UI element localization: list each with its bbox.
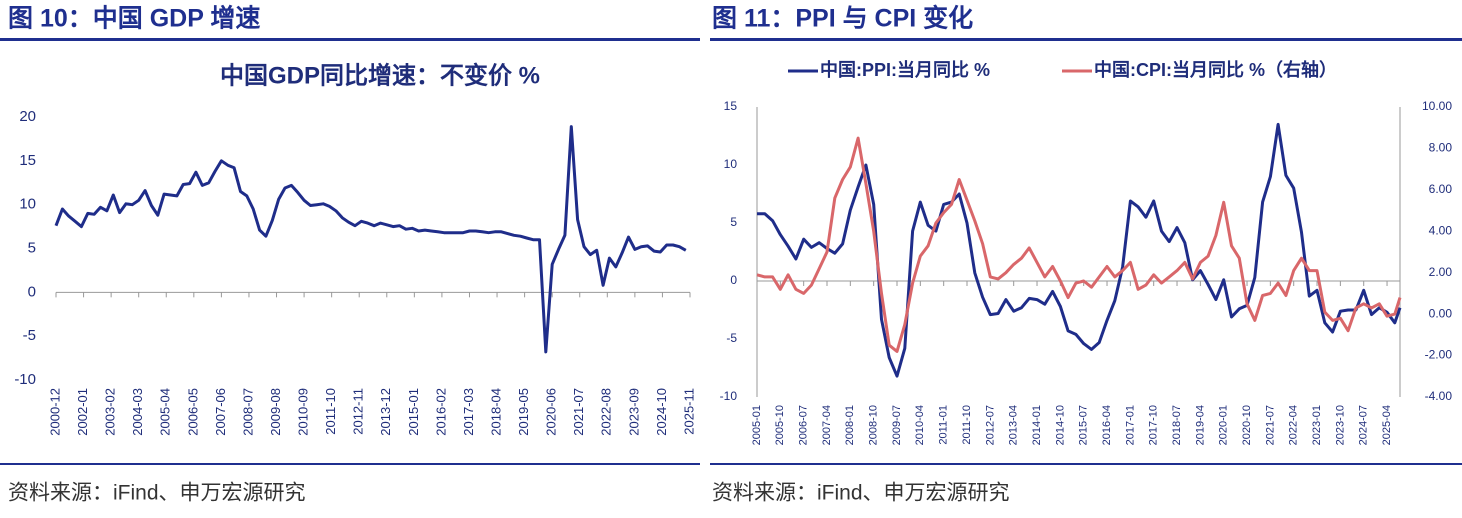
x-tick-label: 2013-12 bbox=[378, 388, 393, 436]
legend-label: 中国:CPI:当月同比 %（右轴） bbox=[1094, 59, 1337, 80]
y-tick-label: 0 bbox=[28, 283, 36, 300]
y-tick-label: 5 bbox=[28, 239, 36, 256]
x-tick-label: 2000-12 bbox=[47, 388, 62, 436]
x-tick-label: 2023-01 bbox=[1311, 405, 1323, 445]
figure-title: 图 11：PPI 与 CPI 变化 bbox=[712, 4, 973, 33]
x-tick-label: 2009-07 bbox=[891, 405, 903, 445]
x-tick-label: 2018-07 bbox=[1171, 405, 1183, 445]
x-tick-label: 2023-09 bbox=[626, 388, 641, 436]
x-tick-label: 2019-05 bbox=[516, 388, 531, 436]
x-tick-label: 2011-01 bbox=[938, 405, 950, 445]
y-tick-label: 20 bbox=[19, 108, 36, 125]
x-tick-label: 2022-08 bbox=[599, 388, 614, 436]
x-tick-label: 2021-07 bbox=[571, 388, 586, 436]
x-tick-label: 2020-01 bbox=[1218, 405, 1230, 445]
x-tick-label: 2011-10 bbox=[323, 388, 338, 435]
rule bbox=[710, 38, 1462, 41]
figure-title: 图 10：中国 GDP 增速 bbox=[8, 4, 260, 33]
x-tick-label: 2014-01 bbox=[1031, 405, 1043, 445]
y-tick-label: -5 bbox=[726, 331, 737, 345]
x-tick-label: 2019-04 bbox=[1194, 405, 1206, 445]
legend-label: 中国:PPI:当月同比 % bbox=[820, 59, 990, 80]
y2-tick-label: 8.00 bbox=[1429, 141, 1453, 155]
x-tick-label: 2005-01 bbox=[751, 405, 763, 445]
source: 资料来源：iFind、申万宏源研究 bbox=[712, 482, 1010, 505]
x-tick-label: 2017-10 bbox=[1148, 405, 1160, 445]
x-tick-label: 2020-06 bbox=[544, 388, 559, 436]
x-tick-label: 2015-07 bbox=[1078, 405, 1090, 445]
chart-title: 中国GDP同比增速：不变价 % bbox=[220, 61, 540, 89]
x-tick-label: 2016-02 bbox=[433, 388, 448, 436]
x-tick-label: 2021-07 bbox=[1264, 405, 1276, 445]
rule bbox=[710, 463, 1462, 465]
x-tick-label: 2005-10 bbox=[774, 405, 786, 445]
y2-tick-label: 2.00 bbox=[1429, 265, 1453, 279]
x-tick-label: 2007-06 bbox=[213, 388, 228, 436]
x-tick-label: 2022-04 bbox=[1288, 405, 1300, 445]
y2-tick-label: -4.00 bbox=[1425, 389, 1453, 403]
x-tick-label: 2002-01 bbox=[75, 388, 90, 436]
x-tick-label: 2008-07 bbox=[240, 388, 255, 436]
x-tick-label: 2017-01 bbox=[1124, 405, 1136, 445]
y-tick-label: -5 bbox=[23, 327, 36, 344]
x-tick-label: 2008-10 bbox=[868, 405, 880, 445]
x-tick-label: 2006-05 bbox=[185, 388, 200, 436]
x-tick-label: 2007-04 bbox=[821, 405, 833, 445]
data-line bbox=[756, 136, 1402, 353]
x-tick-label: 2025-11 bbox=[681, 388, 696, 435]
x-tick-label: 2011-10 bbox=[961, 405, 973, 445]
y-tick-label: 10 bbox=[724, 157, 738, 171]
y-tick-label: 15 bbox=[724, 99, 738, 113]
y2-tick-label: 4.00 bbox=[1429, 223, 1453, 237]
x-tick-label: 2012-07 bbox=[984, 405, 996, 445]
x-tick-label: 2017-03 bbox=[461, 388, 476, 436]
y-tick-label: 15 bbox=[19, 152, 36, 169]
x-tick-label: 2024-10 bbox=[654, 388, 669, 436]
x-tick-label: 2010-04 bbox=[914, 405, 926, 445]
x-tick-label: 2024-07 bbox=[1358, 405, 1370, 445]
x-tick-label: 2008-01 bbox=[844, 405, 856, 445]
source: 资料来源：iFind、申万宏源研究 bbox=[8, 482, 306, 505]
rule bbox=[0, 38, 700, 41]
x-tick-label: 2016-04 bbox=[1101, 405, 1113, 445]
y-tick-label: -10 bbox=[14, 371, 36, 388]
y2-tick-label: 10.00 bbox=[1422, 99, 1452, 113]
x-tick-label: 2018-04 bbox=[488, 388, 503, 436]
y-tick-label: 10 bbox=[19, 196, 36, 213]
x-tick-label: 2020-10 bbox=[1241, 405, 1253, 445]
x-tick-label: 2004-03 bbox=[130, 388, 145, 436]
y2-tick-label: 6.00 bbox=[1429, 182, 1453, 196]
x-tick-label: 2012-11 bbox=[351, 388, 366, 435]
x-tick-label: 2006-07 bbox=[798, 405, 810, 445]
y2-tick-label: 0.00 bbox=[1429, 306, 1453, 320]
x-tick-label: 2005-04 bbox=[158, 388, 173, 436]
y-tick-label: 5 bbox=[730, 215, 737, 229]
x-tick-label: 2003-02 bbox=[103, 388, 118, 436]
x-tick-label: 2025-04 bbox=[1381, 405, 1393, 445]
data-line bbox=[757, 122, 1402, 378]
y-tick-label: -10 bbox=[720, 389, 738, 403]
x-tick-label: 2015-01 bbox=[406, 388, 421, 436]
x-tick-label: 2014-10 bbox=[1054, 405, 1066, 445]
y-tick-label: 0 bbox=[730, 273, 737, 287]
x-tick-label: 2010-09 bbox=[296, 388, 311, 436]
x-tick-label: 2023-10 bbox=[1334, 405, 1346, 445]
x-tick-label: 2009-08 bbox=[268, 388, 283, 436]
x-tick-label: 2013-04 bbox=[1008, 405, 1020, 445]
y2-tick-label: -2.00 bbox=[1425, 348, 1453, 362]
data-line bbox=[54, 125, 687, 354]
rule bbox=[0, 463, 700, 465]
